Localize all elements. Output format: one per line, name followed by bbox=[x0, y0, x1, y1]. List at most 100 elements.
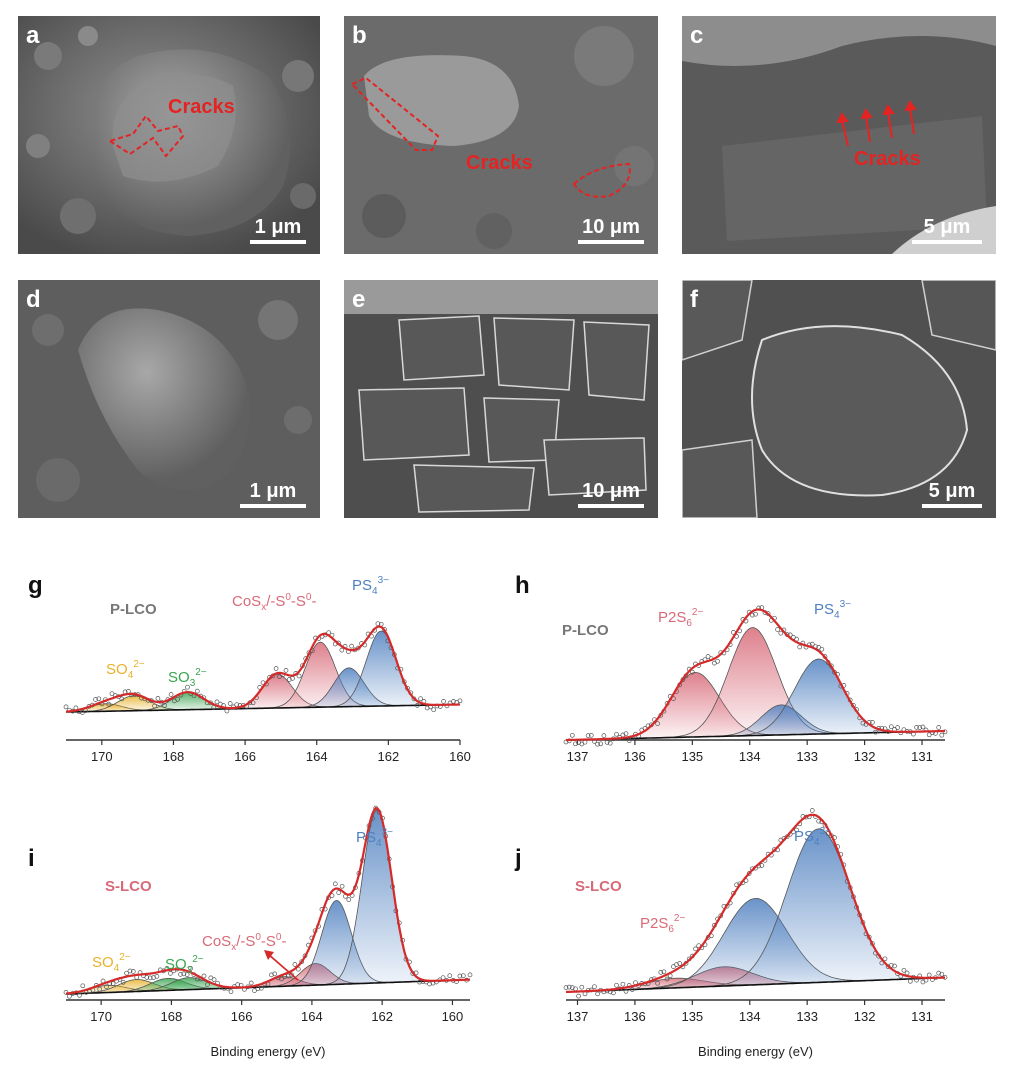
data-point bbox=[677, 961, 683, 966]
x-tick-label: 166 bbox=[231, 1009, 253, 1024]
data-point bbox=[447, 973, 453, 979]
data-point bbox=[181, 971, 187, 977]
envelope-line bbox=[566, 608, 945, 742]
data-point bbox=[626, 738, 632, 743]
data-point bbox=[629, 987, 635, 992]
peak-fill-P2S6 bbox=[566, 627, 945, 740]
x-tick-label: 168 bbox=[163, 749, 185, 764]
data-point bbox=[759, 863, 765, 868]
data-point bbox=[936, 725, 942, 730]
label-sub: x bbox=[261, 602, 266, 613]
data-point bbox=[227, 701, 233, 706]
sem-image-d bbox=[18, 280, 320, 518]
label-sup: 3− bbox=[840, 599, 852, 610]
scale-bar-text-c: 5 μm bbox=[923, 216, 971, 238]
data-point bbox=[904, 970, 910, 976]
data-point bbox=[674, 962, 679, 967]
cosx-arrowhead bbox=[264, 950, 274, 960]
peak-label-SO4: SO42− bbox=[92, 952, 131, 974]
data-point bbox=[926, 972, 932, 978]
peak-label-SO3: SO32− bbox=[168, 667, 207, 689]
label-part: -S bbox=[261, 933, 276, 950]
data-point bbox=[658, 970, 664, 975]
data-point bbox=[620, 981, 626, 987]
data-point bbox=[184, 972, 190, 977]
scale-bar-text-d: 1 μm bbox=[249, 480, 297, 502]
sem-panel-f: f 5 μm bbox=[682, 280, 996, 518]
data-point bbox=[144, 975, 150, 980]
data-point bbox=[248, 980, 254, 986]
label-sup: 2− bbox=[133, 659, 145, 670]
peak-label-CoSx: CoSx/-S0-S0- bbox=[202, 932, 286, 953]
data-point bbox=[888, 724, 894, 730]
label-sup: 2− bbox=[674, 913, 686, 924]
data-point bbox=[418, 696, 423, 702]
data-point bbox=[614, 731, 619, 737]
data-point bbox=[566, 984, 572, 990]
label-sub: 3 bbox=[187, 965, 193, 976]
x-tick-label: 132 bbox=[854, 1009, 876, 1024]
sem-image-a bbox=[18, 16, 320, 254]
scale-bar-text-f: 5 μm bbox=[928, 480, 976, 502]
data-point bbox=[147, 975, 153, 981]
peak-label-SO3: SO32− bbox=[165, 954, 204, 976]
x-tick-label: 162 bbox=[378, 749, 400, 764]
data-point bbox=[809, 641, 815, 647]
scale-bar-c: 5 μm bbox=[912, 216, 982, 244]
data-point bbox=[860, 720, 866, 726]
panel-label-g: g bbox=[28, 572, 43, 599]
data-point bbox=[104, 984, 109, 990]
label-sup: 2− bbox=[192, 954, 204, 965]
data-point bbox=[914, 725, 919, 730]
data-point bbox=[901, 967, 907, 973]
data-point bbox=[457, 698, 463, 704]
sample-label: S-LCO bbox=[105, 878, 152, 895]
data-point bbox=[778, 630, 784, 636]
data-point bbox=[97, 986, 103, 992]
sem-panel-c: c Cracks 5 μm bbox=[682, 16, 996, 254]
data-point bbox=[664, 976, 670, 982]
peak-label-PS4: PS43− bbox=[794, 826, 831, 848]
data-point bbox=[205, 982, 210, 987]
peak-fill-P2S6 bbox=[566, 672, 945, 740]
data-point bbox=[573, 741, 578, 747]
panel-label-h: h bbox=[515, 572, 530, 599]
sem-panel-b: b Cracks 10 μm bbox=[344, 16, 658, 254]
label-sup: 0 bbox=[306, 592, 312, 603]
data-point bbox=[585, 733, 591, 738]
sample-label: P-LCO bbox=[110, 601, 157, 618]
data-point bbox=[595, 741, 600, 747]
sem-panel-e: e 10 μm bbox=[344, 280, 658, 518]
sem-panel-d: d 1 μm bbox=[18, 280, 320, 518]
label-sup: 0 bbox=[276, 932, 282, 943]
sem-image-b bbox=[344, 16, 658, 254]
x-tick-label: 131 bbox=[911, 749, 933, 764]
panel-label-c: c bbox=[690, 22, 704, 49]
scale-bar-e: 10 μm bbox=[578, 480, 644, 508]
data-point bbox=[119, 696, 125, 702]
peak-label-P2S6: P2S62− bbox=[640, 913, 685, 935]
label-sup: 3− bbox=[378, 575, 390, 586]
xps-chart-j: 137 136 135 134 133 132 131 j S-LCO P2S62− PS43− Bi… bbox=[514, 808, 948, 1059]
data-point bbox=[693, 946, 698, 952]
data-point bbox=[127, 968, 133, 974]
panel-label-b: b bbox=[352, 22, 367, 49]
data-point bbox=[211, 977, 217, 982]
label-sup: 2− bbox=[692, 607, 704, 618]
data-point bbox=[569, 732, 575, 738]
label-sub: 3 bbox=[190, 678, 196, 689]
label-part: SO bbox=[92, 954, 114, 971]
x-tick-label: 133 bbox=[796, 749, 818, 764]
data-point bbox=[77, 992, 82, 998]
data-point bbox=[588, 733, 594, 738]
x-tick-label: 134 bbox=[739, 1009, 761, 1024]
x-tick-label: 136 bbox=[624, 1009, 646, 1024]
xps-chart-g: 170 168 166 164 162 160gP-LCOSO42−SO32−CoSx/-… bbox=[28, 572, 471, 764]
x-axis-label: Binding energy (eV) bbox=[211, 1044, 326, 1059]
scale-bar-a: 1 μm bbox=[250, 216, 306, 244]
panel-label-f: f bbox=[690, 286, 698, 313]
x-tick-label: 132 bbox=[854, 749, 876, 764]
cosx-arrow bbox=[267, 953, 299, 981]
x-tick-label: 136 bbox=[624, 749, 646, 764]
data-point bbox=[614, 982, 619, 988]
